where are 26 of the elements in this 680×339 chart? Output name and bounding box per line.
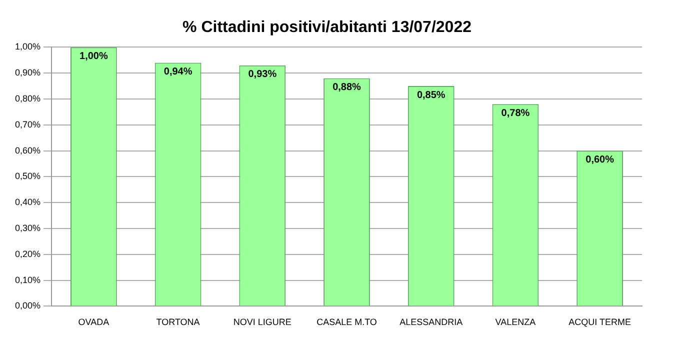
data-label: 0,78% [501,108,530,119]
x-tick-label: ACQUI TERME [568,317,631,328]
data-label: 0,93% [248,69,277,80]
y-tick-label: 0,80% [14,93,41,104]
data-label: 0,60% [586,154,614,166]
x-tick-label: NOVI LIGURE [233,317,292,328]
y-tick-label: 0,40% [14,197,41,208]
x-tick-label: CASALE M.TO [316,317,377,328]
y-tick-label: 0,00% [14,300,41,311]
data-label: 0,85% [416,90,446,101]
x-tick-label: TORTONA [156,317,200,328]
x-tick-label: OVADA [78,317,110,328]
x-tick-label: ALESSANDRIA [400,317,463,328]
y-tick-label: 0,60% [14,145,41,156]
data-label: 1,00% [80,50,108,62]
data-label: 0,88% [332,82,362,94]
x-tick-label: VALENZA [495,317,536,328]
data-label: 0,94% [164,66,192,78]
y-tick-label: 0,70% [14,119,41,130]
chart-title: % Cittadini positivi/abitanti 13/07/2022 [182,19,472,36]
y-tick-label: 0,30% [14,222,41,233]
y-tick-label: 1,00% [14,42,41,52]
y-tick-label: 0,20% [14,248,41,259]
y-tick-label: 0,50% [14,171,41,182]
y-tick-label: 0,10% [14,274,41,285]
y-tick-label: 0,90% [14,68,41,78]
